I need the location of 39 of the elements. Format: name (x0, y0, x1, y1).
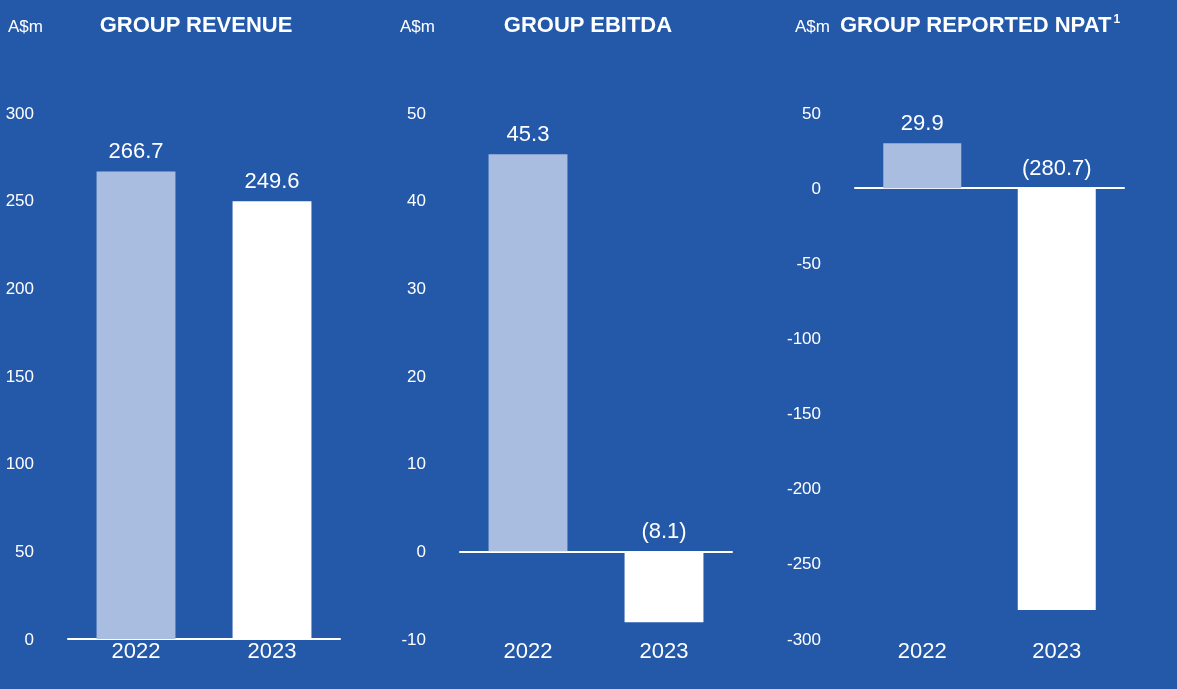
data-label: (8.1) (641, 517, 687, 543)
y-tick-label: 150 (5, 366, 34, 386)
x-tick-label: 2022 (897, 637, 947, 663)
y-axis-title: A$m (400, 17, 435, 36)
data-label: 249.6 (244, 167, 300, 193)
y-axis-title: A$m (795, 17, 830, 36)
chart-title: GROUP EBITDA (503, 11, 673, 37)
y-tick-label: 10 (407, 454, 426, 474)
y-tick-label: 50 (15, 541, 34, 561)
y-tick-label: -150 (786, 404, 822, 424)
y-tick-label: 0 (811, 178, 822, 198)
y-tick-label: 250 (5, 191, 34, 211)
y-tick-label: 30 (407, 278, 426, 298)
x-tick-label: 2022 (503, 637, 553, 663)
chart-title: GROUP REVENUE (99, 11, 293, 37)
data-label: 266.7 (108, 137, 164, 163)
data-label: 29.9 (900, 109, 944, 135)
y-tick-label: 50 (802, 103, 822, 123)
y-tick-label: -100 (786, 328, 822, 348)
y-tick-label: 0 (416, 541, 426, 561)
x-tick-label: 2022 (111, 637, 161, 663)
y-tick-label: 20 (407, 366, 426, 386)
y-tick-label: -50 (796, 253, 822, 273)
x-tick-label: 2023 (639, 637, 689, 663)
y-tick-label: -10 (401, 629, 426, 649)
x-tick-label: 2023 (247, 637, 297, 663)
y-tick-label: 50 (407, 103, 426, 123)
y-tick-label: -300 (786, 629, 822, 649)
y-axis-title: A$m (8, 17, 43, 36)
y-tick-label: 200 (5, 278, 34, 298)
y-tick-label: 40 (407, 191, 426, 211)
y-tick-label: 300 (5, 103, 34, 123)
y-tick-label: -200 (786, 479, 822, 499)
x-tick-label: 2023 (1032, 637, 1082, 663)
y-tick-label: 0 (24, 629, 34, 649)
y-tick-label: 100 (5, 454, 34, 474)
data-label: 45.3 (506, 120, 550, 146)
data-label: (280.7) (1021, 154, 1092, 180)
y-tick-label: -250 (786, 554, 822, 574)
